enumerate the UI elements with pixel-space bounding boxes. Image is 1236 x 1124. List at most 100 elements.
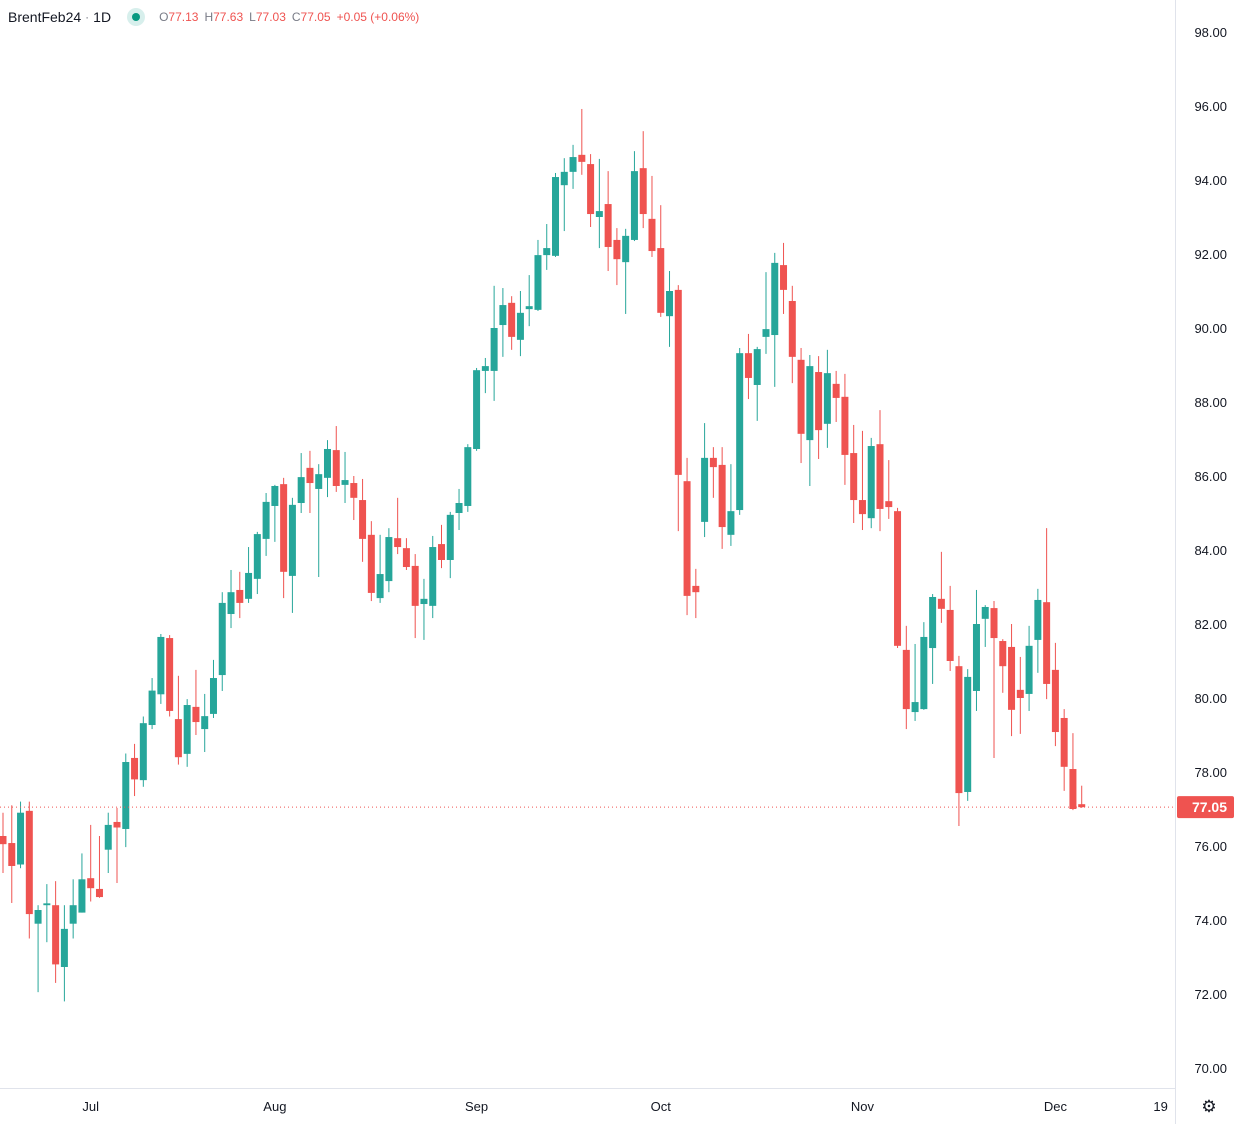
candle-body xyxy=(595,211,603,217)
price-tick-label: 90.00 xyxy=(1194,321,1227,336)
last-price-badge xyxy=(1177,796,1234,819)
candle-body xyxy=(341,480,349,485)
candle xyxy=(464,444,472,512)
candle-body xyxy=(385,537,393,582)
candle xyxy=(271,484,279,542)
candle-body xyxy=(955,666,963,794)
candle xyxy=(981,605,989,647)
last-price-marker: 77.05 xyxy=(0,796,1234,819)
candle xyxy=(534,239,542,311)
candle-body xyxy=(192,706,200,723)
candle-body xyxy=(0,836,7,845)
candle-body xyxy=(499,305,507,326)
candle-body xyxy=(648,218,656,252)
candle xyxy=(376,534,384,603)
candle xyxy=(43,884,51,943)
candle-body xyxy=(394,538,402,548)
candle xyxy=(780,242,788,314)
candle xyxy=(288,497,296,613)
candle xyxy=(446,511,454,579)
candle-body xyxy=(1008,646,1016,710)
candle-body xyxy=(762,329,770,337)
candle-body xyxy=(332,450,340,486)
candle-body xyxy=(174,719,182,758)
time-tick-label: 19 xyxy=(1153,1099,1167,1114)
candle-body xyxy=(131,757,139,780)
candle xyxy=(218,592,226,691)
candle xyxy=(648,175,656,257)
candle xyxy=(148,678,156,730)
price-tick-label: 72.00 xyxy=(1194,987,1227,1002)
interval-label[interactable]: 1D xyxy=(93,9,112,25)
price-tick-label: 80.00 xyxy=(1194,691,1227,706)
candle-body xyxy=(271,485,279,506)
candle xyxy=(104,812,112,874)
candle-body xyxy=(236,589,244,603)
candle xyxy=(490,285,498,401)
candle xyxy=(473,367,481,451)
candle xyxy=(806,355,814,486)
open-value: 77.13 xyxy=(168,10,199,24)
close-value: 77.05 xyxy=(300,10,331,24)
candle-body xyxy=(788,300,796,357)
high-value: 77.63 xyxy=(213,10,244,24)
candle-body xyxy=(429,547,437,606)
candle xyxy=(78,853,86,913)
candle-body xyxy=(481,366,489,371)
price-tick-label: 82.00 xyxy=(1194,617,1227,632)
candle-body xyxy=(420,598,428,605)
candle-body xyxy=(166,638,174,711)
candle-body xyxy=(1078,804,1086,808)
candle xyxy=(657,205,665,317)
open-label: O xyxy=(159,10,169,24)
candle xyxy=(578,108,586,175)
candle-body xyxy=(218,602,226,676)
candle-body xyxy=(578,154,586,162)
candle-body xyxy=(894,511,902,646)
candle-body xyxy=(832,383,840,398)
candle-body xyxy=(990,608,998,639)
candle xyxy=(201,693,209,753)
gear-icon[interactable]: ⚙ xyxy=(1201,1097,1217,1116)
candle xyxy=(113,807,121,883)
candle xyxy=(744,333,752,400)
candle-body xyxy=(981,606,989,619)
candle-body xyxy=(367,534,375,593)
candle-body xyxy=(876,444,884,509)
candle xyxy=(69,879,77,939)
candle-body xyxy=(139,723,147,781)
candle-body xyxy=(999,641,1007,667)
candles-layer xyxy=(0,108,1086,1002)
candle-body xyxy=(87,878,95,889)
candle-body xyxy=(95,888,103,898)
candle xyxy=(245,547,253,603)
candle-body xyxy=(104,824,112,850)
candle xyxy=(771,252,779,387)
price-axis[interactable]: 98.00 96.00 94.00 92.00 90.00 88.00 86.00 84.00… xyxy=(1194,25,1227,1076)
symbol-name[interactable]: BrentFeb24 xyxy=(8,9,82,25)
candle xyxy=(972,589,980,711)
candle-body xyxy=(902,649,910,710)
close-label: C xyxy=(291,10,301,24)
candle xyxy=(920,622,928,710)
candle-body xyxy=(920,636,928,710)
candle xyxy=(587,154,595,227)
change-value: +0.05 (+0.06%) xyxy=(336,10,420,24)
price-tick-label: 78.00 xyxy=(1194,765,1227,780)
candle-body xyxy=(25,810,33,915)
candle xyxy=(1025,625,1033,711)
candle xyxy=(297,453,305,513)
candle-body xyxy=(972,624,980,691)
candle xyxy=(394,497,402,555)
candle-body xyxy=(815,372,823,431)
candle-body xyxy=(323,448,331,478)
candle xyxy=(894,507,902,649)
time-axis[interactable]: Jul Aug Sep Oct Nov Dec 19 xyxy=(82,1099,1167,1114)
candle xyxy=(850,424,858,523)
candle xyxy=(420,578,428,640)
candle xyxy=(438,524,445,569)
candle-body xyxy=(455,503,463,513)
candle xyxy=(569,144,577,189)
time-tick-label: Dec xyxy=(1044,1099,1068,1114)
